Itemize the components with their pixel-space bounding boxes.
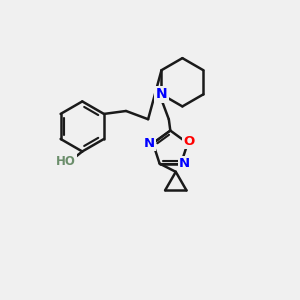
Text: HO: HO [56, 155, 76, 168]
Text: O: O [184, 135, 195, 148]
Text: N: N [144, 137, 155, 150]
Text: N: N [156, 87, 167, 101]
Text: N: N [179, 157, 190, 170]
